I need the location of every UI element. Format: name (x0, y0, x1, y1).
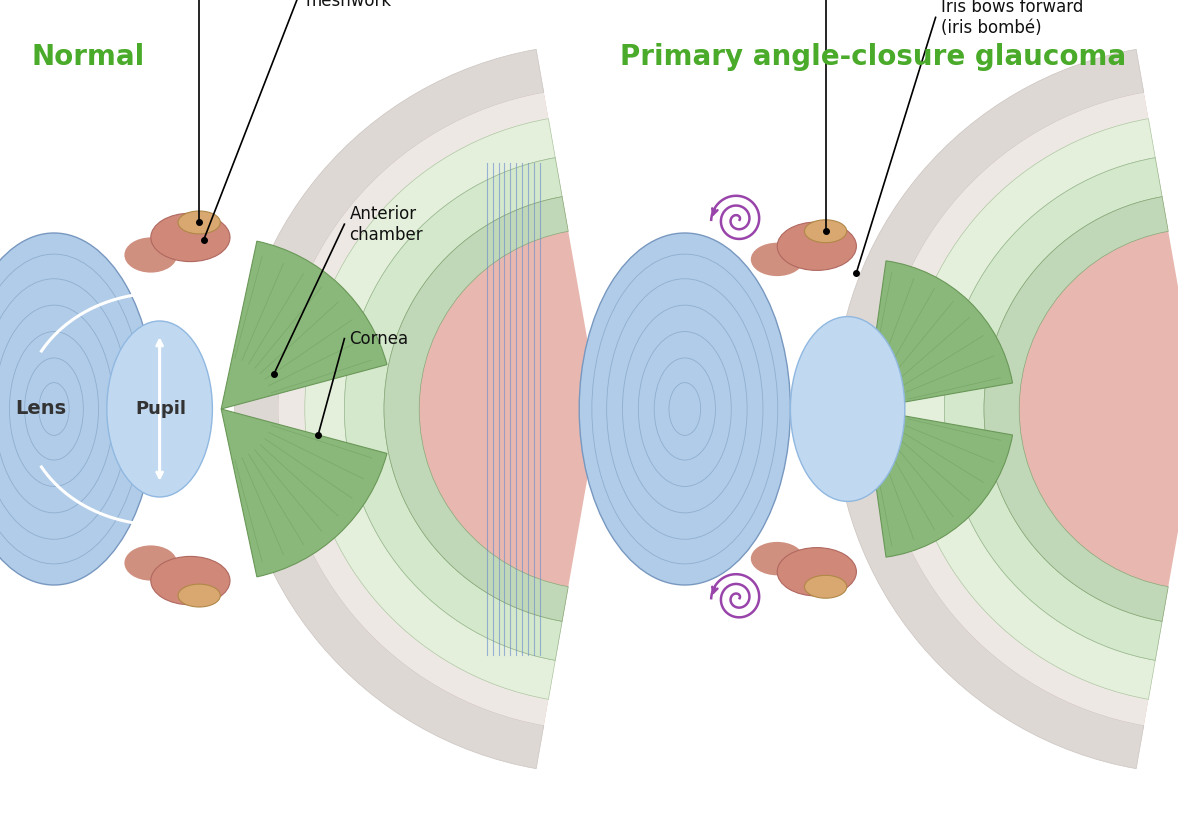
Wedge shape (221, 409, 386, 577)
Ellipse shape (580, 233, 790, 585)
Text: Anterior
chamber: Anterior chamber (350, 204, 423, 244)
Ellipse shape (125, 237, 177, 272)
Wedge shape (305, 119, 555, 699)
Wedge shape (234, 49, 544, 769)
Wedge shape (879, 92, 1149, 726)
Text: Normal: Normal (32, 43, 145, 71)
Wedge shape (834, 49, 1144, 769)
Text: Trabecular
meshwork: Trabecular meshwork (305, 0, 392, 11)
Wedge shape (945, 158, 1163, 660)
Ellipse shape (777, 222, 856, 271)
Ellipse shape (125, 546, 177, 581)
Ellipse shape (107, 321, 212, 497)
Ellipse shape (151, 556, 230, 605)
Text: Pupil: Pupil (135, 400, 187, 418)
Text: Iris bows forward
(iris bombé): Iris bows forward (iris bombé) (940, 0, 1083, 37)
Wedge shape (274, 88, 600, 730)
Wedge shape (905, 119, 1156, 699)
Text: Primary angle-closure glaucoma: Primary angle-closure glaucoma (620, 43, 1126, 71)
Ellipse shape (151, 213, 230, 262)
Wedge shape (865, 261, 1013, 409)
Wedge shape (865, 409, 1013, 557)
Ellipse shape (178, 211, 220, 234)
Ellipse shape (178, 584, 220, 607)
Ellipse shape (805, 220, 847, 243)
Text: Lens: Lens (15, 399, 66, 419)
Text: Cornea: Cornea (350, 330, 409, 348)
Wedge shape (278, 92, 549, 726)
Wedge shape (384, 196, 568, 622)
Wedge shape (984, 196, 1169, 622)
Ellipse shape (777, 547, 856, 596)
Wedge shape (221, 241, 386, 409)
Wedge shape (874, 88, 1178, 730)
Wedge shape (344, 158, 562, 660)
Ellipse shape (0, 233, 155, 585)
Ellipse shape (805, 575, 847, 598)
Ellipse shape (790, 317, 905, 501)
Ellipse shape (750, 243, 803, 276)
Ellipse shape (750, 542, 803, 575)
